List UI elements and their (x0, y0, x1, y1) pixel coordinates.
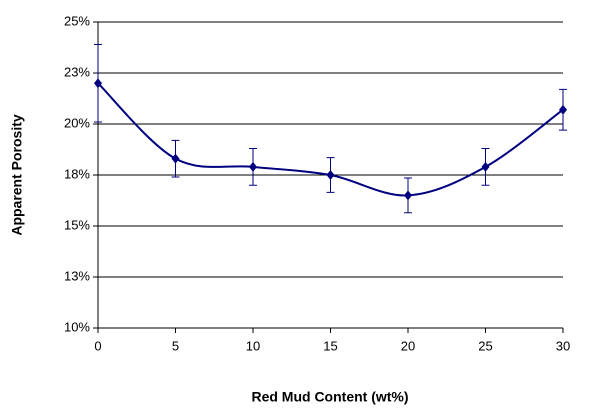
x-tick-label: 10 (246, 338, 260, 353)
y-tick-label: 25% (64, 13, 90, 28)
point (404, 190, 412, 201)
x-axis-label: Red Mud Content (wt%) (251, 389, 408, 405)
point (481, 161, 490, 172)
y-tick-label: 20% (64, 115, 90, 130)
point (559, 104, 567, 115)
x-tick-label: 25 (478, 338, 492, 353)
point (94, 78, 102, 89)
x-tick-label: 30 (556, 338, 570, 353)
x-tick-label: 15 (323, 338, 337, 353)
y-tick-label: 10% (64, 319, 90, 334)
point (171, 153, 180, 164)
y-tick-label: 18% (64, 166, 90, 181)
x-tick-label: 20 (401, 338, 415, 353)
point (249, 161, 257, 172)
x-tick-label: 5 (172, 338, 179, 353)
y-tick-label: 13% (64, 268, 90, 283)
x-tick-label: 0 (94, 338, 101, 353)
y-tick-label: 15% (64, 217, 90, 232)
point (326, 170, 335, 180)
y-axis-label: Apparent Porosity (9, 114, 25, 236)
y-tick-label: 23% (64, 64, 90, 79)
